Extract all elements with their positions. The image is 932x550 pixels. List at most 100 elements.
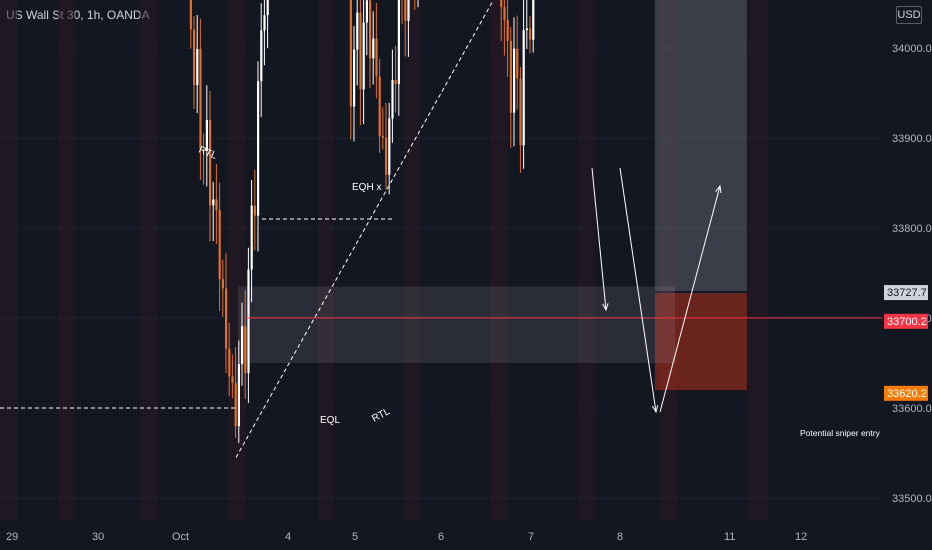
arrow-down-1 xyxy=(591,167,607,311)
candle-body-109 xyxy=(349,0,352,107)
candle-body-59 xyxy=(189,0,192,30)
candle-body-118 xyxy=(378,76,381,137)
annotation-eqh: EQH x xyxy=(352,182,381,193)
x-tick-0: 29 xyxy=(6,531,18,543)
arrow-up xyxy=(659,185,721,413)
x-tick-4: 5 xyxy=(352,531,358,543)
candle-body-66 xyxy=(212,199,215,206)
candle-body-78 xyxy=(250,205,253,270)
level-price-label-text-0: 33700.2 xyxy=(887,316,927,328)
candle-body-165 xyxy=(529,28,532,40)
candle-body-127 xyxy=(407,0,410,21)
x-tick-3: 4 xyxy=(285,531,291,543)
zones-layer xyxy=(238,0,747,390)
candle-body-79 xyxy=(253,205,256,216)
arrow-down-2 xyxy=(619,167,657,413)
session-band-2 xyxy=(140,0,158,520)
x-tick-1: 30 xyxy=(92,531,104,543)
candle-body-82 xyxy=(263,15,266,31)
candle-body-68 xyxy=(218,209,221,280)
arrow-down-1-head xyxy=(602,303,609,312)
y-tick-10: 34000.0 xyxy=(892,43,932,55)
candle-body-75 xyxy=(241,326,244,365)
candle-body-71 xyxy=(228,348,231,377)
demand-zone xyxy=(238,286,675,363)
x-tick-5: 6 xyxy=(438,531,444,543)
candle-body-166 xyxy=(532,0,535,40)
candle-body-113 xyxy=(362,22,365,90)
candle-body-161 xyxy=(516,48,519,79)
x-tick-7: 8 xyxy=(617,531,623,543)
candle-body-116 xyxy=(372,38,375,59)
session-band-5 xyxy=(404,0,420,520)
candle-body-64 xyxy=(205,120,208,151)
x-tick-9: 12 xyxy=(795,531,807,543)
candle-body-163 xyxy=(522,30,525,146)
candle-body-62 xyxy=(199,49,202,149)
candle-body-123 xyxy=(394,79,397,85)
candle-body-70 xyxy=(225,288,228,349)
long-target-box xyxy=(655,0,747,291)
arrow-down-2-head xyxy=(651,405,659,414)
currency-button[interactable]: USD xyxy=(896,6,922,24)
candle-body-61 xyxy=(196,49,199,86)
candle-body-119 xyxy=(381,136,384,138)
candle-body-158 xyxy=(506,19,509,41)
entry-price-label-box xyxy=(884,285,928,301)
candle-body-157 xyxy=(503,6,506,20)
rtl-bottom-line xyxy=(235,0,495,458)
annotation-eql: EQL xyxy=(320,415,340,426)
x-tick-6: 7 xyxy=(528,531,534,543)
candle-body-110 xyxy=(353,49,356,107)
candle-body-80 xyxy=(257,81,260,216)
stop-price-label-box xyxy=(884,385,928,401)
candle-body-121 xyxy=(388,118,391,175)
annotation-sniper: Potential sniper entry xyxy=(800,428,881,438)
candle-body-126 xyxy=(404,0,407,21)
session-bands xyxy=(0,0,768,520)
candle-body-83 xyxy=(266,0,269,16)
arrow-up-head xyxy=(715,184,722,194)
candle-body-114 xyxy=(365,0,368,23)
candle-body-162 xyxy=(519,78,522,146)
candle-body-81 xyxy=(260,30,263,82)
session-band-1 xyxy=(58,0,75,520)
y-tick-11: 33900.0 xyxy=(892,133,932,145)
candle-body-164 xyxy=(525,28,528,31)
axis-layer: 35000.034900.034800.034700.034600.034500… xyxy=(6,43,932,543)
session-band-7 xyxy=(578,0,595,520)
session-band-3 xyxy=(228,0,246,520)
candle-body-77 xyxy=(247,269,250,374)
candle-body-120 xyxy=(385,137,388,175)
stop-price-label-text-0: 33620.2 xyxy=(887,388,927,400)
session-band-4 xyxy=(318,0,334,520)
candle-body-74 xyxy=(237,364,240,427)
candle-body-112 xyxy=(359,12,362,90)
level-price-label-box xyxy=(884,313,928,329)
candle-body-122 xyxy=(391,79,394,119)
candle-body-156 xyxy=(500,0,503,7)
y-tick-15: 33500.0 xyxy=(892,493,932,505)
symbol-title[interactable]: US Wall St 30, 1h, OANDA xyxy=(6,8,150,22)
candle-body-115 xyxy=(369,0,372,59)
candle-body-160 xyxy=(513,48,516,113)
candle-body-67 xyxy=(215,199,218,210)
candle-body-111 xyxy=(356,12,359,50)
candle-body-159 xyxy=(509,40,512,113)
annotation-rtl_bottom: RTL xyxy=(370,406,392,425)
candle-body-69 xyxy=(221,279,224,289)
session-band-9 xyxy=(748,0,768,520)
session-band-6 xyxy=(490,0,508,520)
y-tick-12: 33800.0 xyxy=(892,223,932,235)
session-band-0 xyxy=(0,0,18,520)
x-tick-2: Oct xyxy=(172,531,189,543)
candle-body-63 xyxy=(202,148,205,151)
candle-body-76 xyxy=(244,326,247,374)
candle-body-72 xyxy=(231,376,234,384)
x-tick-8: 11 xyxy=(724,531,735,543)
candle-body-65 xyxy=(209,120,212,206)
y-tick-14: 33600.0 xyxy=(892,403,932,415)
entry-price-label-text-0: 33727.7 xyxy=(887,287,927,299)
